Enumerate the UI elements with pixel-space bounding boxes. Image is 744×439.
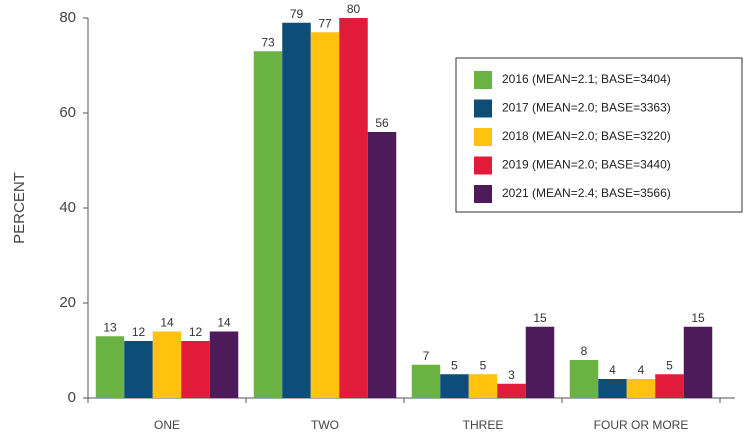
bar — [152, 331, 182, 398]
value-label: 5 — [451, 358, 458, 372]
legend-label: 2021 (MEAN=2.4; BASE=3566) — [502, 186, 671, 200]
legend-label: 2018 (MEAN=2.0; BASE=3220) — [502, 129, 671, 143]
legend-swatch — [474, 99, 492, 118]
value-label: 79 — [290, 7, 304, 21]
value-label: 15 — [691, 311, 705, 325]
value-label: 56 — [375, 116, 389, 130]
bar — [497, 383, 526, 398]
bar — [468, 374, 498, 398]
x-tick-label: ONE — [154, 418, 180, 432]
legend-label: 2017 (MEAN=2.0; BASE=3363) — [502, 101, 671, 115]
legend-swatch — [474, 156, 492, 175]
value-label: 3 — [508, 368, 515, 382]
value-label: 12 — [189, 325, 203, 339]
value-label: 77 — [318, 16, 332, 30]
bar — [124, 341, 153, 398]
legend-swatch — [474, 185, 492, 203]
x-tick-label: FOUR OR MORE — [594, 418, 689, 432]
value-label: 14 — [160, 316, 174, 330]
legend-swatch — [474, 128, 492, 146]
value-label: 15 — [533, 311, 547, 325]
y-axis-label: PERCENT — [11, 172, 28, 244]
value-label: 8 — [581, 344, 588, 358]
bar — [367, 132, 397, 398]
x-tick-label: TWO — [311, 418, 339, 432]
y-tick-label: 0 — [68, 389, 76, 406]
bar — [440, 374, 469, 398]
legend-label: 2019 (MEAN=2.0; BASE=3440) — [502, 158, 671, 172]
bar — [181, 341, 210, 398]
value-label: 73 — [261, 35, 275, 49]
legend-box — [455, 57, 743, 213]
bar — [339, 18, 368, 398]
value-label: 80 — [347, 2, 361, 16]
y-tick-label: 60 — [59, 104, 76, 121]
value-label: 13 — [103, 320, 117, 334]
bar — [209, 331, 239, 398]
legend-swatch — [474, 71, 492, 89]
legend-label: 2016 (MEAN=2.1; BASE=3404) — [502, 72, 671, 86]
y-tick-label: 80 — [59, 9, 76, 26]
x-tick-label: THREE — [463, 418, 504, 432]
bar — [525, 326, 555, 398]
bar — [282, 22, 311, 398]
bar — [598, 379, 627, 398]
value-label: 14 — [217, 316, 231, 330]
value-label: 7 — [423, 349, 430, 363]
value-label: 5 — [666, 358, 673, 372]
bar — [569, 360, 599, 398]
bar — [683, 326, 713, 398]
bar — [253, 51, 283, 398]
value-label: 4 — [609, 363, 616, 377]
value-label: 4 — [638, 363, 645, 377]
bar — [655, 374, 684, 398]
bar — [626, 379, 656, 398]
bar — [310, 32, 340, 398]
bar — [95, 336, 125, 398]
y-tick-label: 20 — [59, 294, 76, 311]
bar — [411, 364, 441, 398]
value-label: 12 — [132, 325, 146, 339]
value-label: 5 — [480, 358, 487, 372]
y-tick-label: 40 — [59, 199, 76, 216]
